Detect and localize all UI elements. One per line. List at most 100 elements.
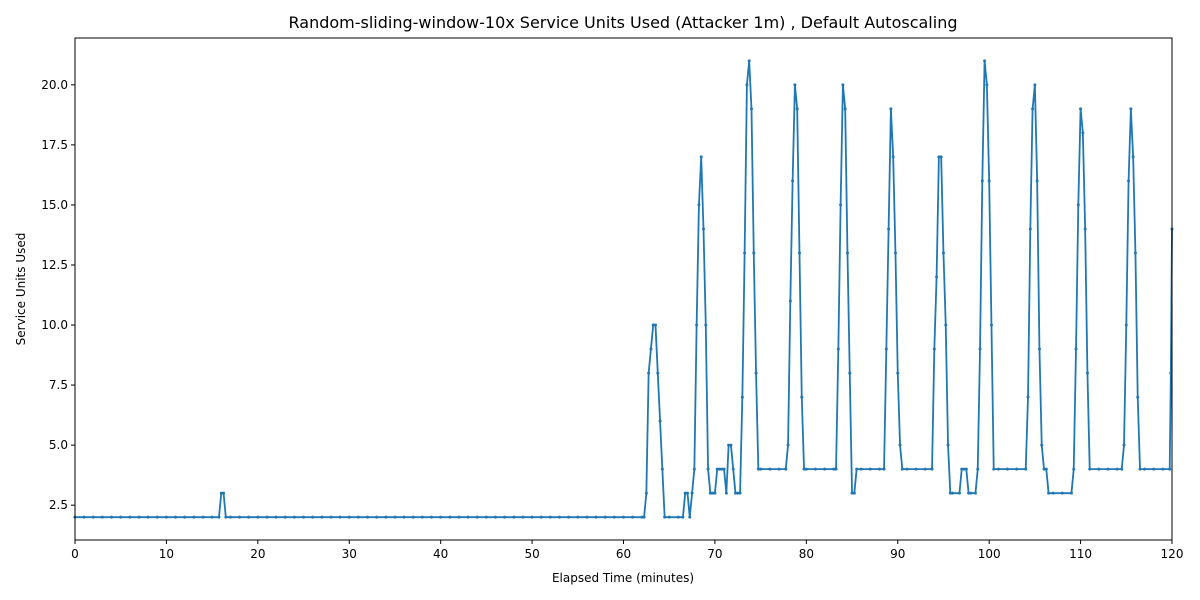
data-point bbox=[174, 515, 178, 519]
data-point bbox=[898, 443, 902, 447]
data-point bbox=[642, 515, 646, 519]
x-tick-label: 110 bbox=[1069, 547, 1092, 561]
data-point bbox=[1081, 131, 1085, 135]
data-point bbox=[859, 467, 863, 471]
data-point bbox=[697, 203, 701, 207]
data-point bbox=[715, 467, 719, 471]
y-tick-label: 10.0 bbox=[41, 318, 68, 332]
data-point bbox=[978, 347, 982, 351]
data-point bbox=[681, 515, 685, 519]
data-point bbox=[752, 251, 756, 255]
data-point bbox=[1028, 227, 1032, 231]
data-point bbox=[1076, 203, 1080, 207]
data-point bbox=[813, 467, 817, 471]
data-point bbox=[457, 515, 461, 519]
data-point bbox=[484, 515, 488, 519]
data-point bbox=[302, 515, 306, 519]
y-axis-label: Service Units Used bbox=[14, 233, 28, 346]
data-point bbox=[987, 179, 991, 183]
data-point bbox=[494, 515, 498, 519]
data-point bbox=[475, 515, 479, 519]
data-point bbox=[989, 323, 993, 327]
data-point bbox=[804, 467, 808, 471]
data-point bbox=[247, 515, 251, 519]
data-point bbox=[137, 515, 141, 519]
y-tick-label: 20.0 bbox=[41, 78, 68, 92]
data-point bbox=[439, 515, 443, 519]
data-point bbox=[1037, 347, 1041, 351]
data-point bbox=[1051, 491, 1055, 495]
data-point bbox=[594, 515, 598, 519]
data-point bbox=[660, 467, 664, 471]
data-point bbox=[996, 467, 1000, 471]
chart-title: Random-sliding-window-10x Service Units … bbox=[289, 13, 958, 32]
data-point bbox=[836, 347, 840, 351]
data-point bbox=[1136, 395, 1140, 399]
data-point bbox=[1127, 179, 1131, 183]
data-point bbox=[944, 323, 948, 327]
data-point bbox=[210, 515, 214, 519]
data-point bbox=[848, 371, 852, 375]
data-point bbox=[649, 347, 653, 351]
data-point bbox=[110, 515, 114, 519]
data-point bbox=[914, 467, 918, 471]
x-tick-label: 30 bbox=[342, 547, 357, 561]
data-point bbox=[612, 515, 616, 519]
data-point bbox=[1040, 443, 1044, 447]
data-point bbox=[274, 515, 278, 519]
data-point bbox=[1168, 467, 1172, 471]
data-point bbox=[797, 251, 801, 255]
x-tick-label: 40 bbox=[433, 547, 448, 561]
data-point bbox=[843, 107, 847, 111]
data-point bbox=[375, 515, 379, 519]
data-point bbox=[740, 395, 744, 399]
data-point bbox=[448, 515, 452, 519]
data-point bbox=[530, 515, 534, 519]
data-point bbox=[384, 515, 388, 519]
data-point bbox=[962, 467, 966, 471]
plot-frame bbox=[74, 37, 1173, 541]
data-point bbox=[877, 467, 881, 471]
data-point bbox=[466, 515, 470, 519]
data-point bbox=[1005, 467, 1009, 471]
data-point bbox=[896, 371, 900, 375]
data-point bbox=[745, 83, 749, 87]
data-point bbox=[1044, 467, 1048, 471]
data-point bbox=[795, 107, 799, 111]
data-point bbox=[1161, 467, 1165, 471]
data-point bbox=[503, 515, 507, 519]
data-point bbox=[1133, 251, 1137, 255]
data-point bbox=[784, 467, 788, 471]
data-point bbox=[756, 467, 760, 471]
data-point bbox=[402, 515, 406, 519]
data-point bbox=[631, 515, 635, 519]
data-point bbox=[356, 515, 360, 519]
data-point bbox=[900, 467, 904, 471]
x-tick-label: 60 bbox=[616, 547, 631, 561]
data-point bbox=[224, 515, 228, 519]
x-tick-label: 80 bbox=[799, 547, 814, 561]
x-tick-label: 90 bbox=[890, 547, 905, 561]
data-point bbox=[893, 251, 897, 255]
data-point bbox=[754, 371, 758, 375]
data-point bbox=[724, 491, 728, 495]
data-point bbox=[736, 491, 740, 495]
data-point bbox=[1106, 467, 1110, 471]
data-point bbox=[1115, 467, 1119, 471]
data-point bbox=[576, 515, 580, 519]
data-point bbox=[1035, 179, 1039, 183]
data-point bbox=[717, 467, 721, 471]
data-point bbox=[793, 83, 797, 87]
data-point bbox=[1072, 467, 1076, 471]
data-point bbox=[521, 515, 525, 519]
data-point bbox=[729, 443, 733, 447]
y-tick-label: 15.0 bbox=[41, 198, 68, 212]
x-tick-label: 50 bbox=[524, 547, 539, 561]
data-point bbox=[839, 203, 843, 207]
y-tick-label: 7.5 bbox=[49, 378, 68, 392]
data-point bbox=[219, 491, 223, 495]
data-point bbox=[923, 467, 927, 471]
data-point bbox=[887, 227, 891, 231]
data-point bbox=[146, 515, 150, 519]
